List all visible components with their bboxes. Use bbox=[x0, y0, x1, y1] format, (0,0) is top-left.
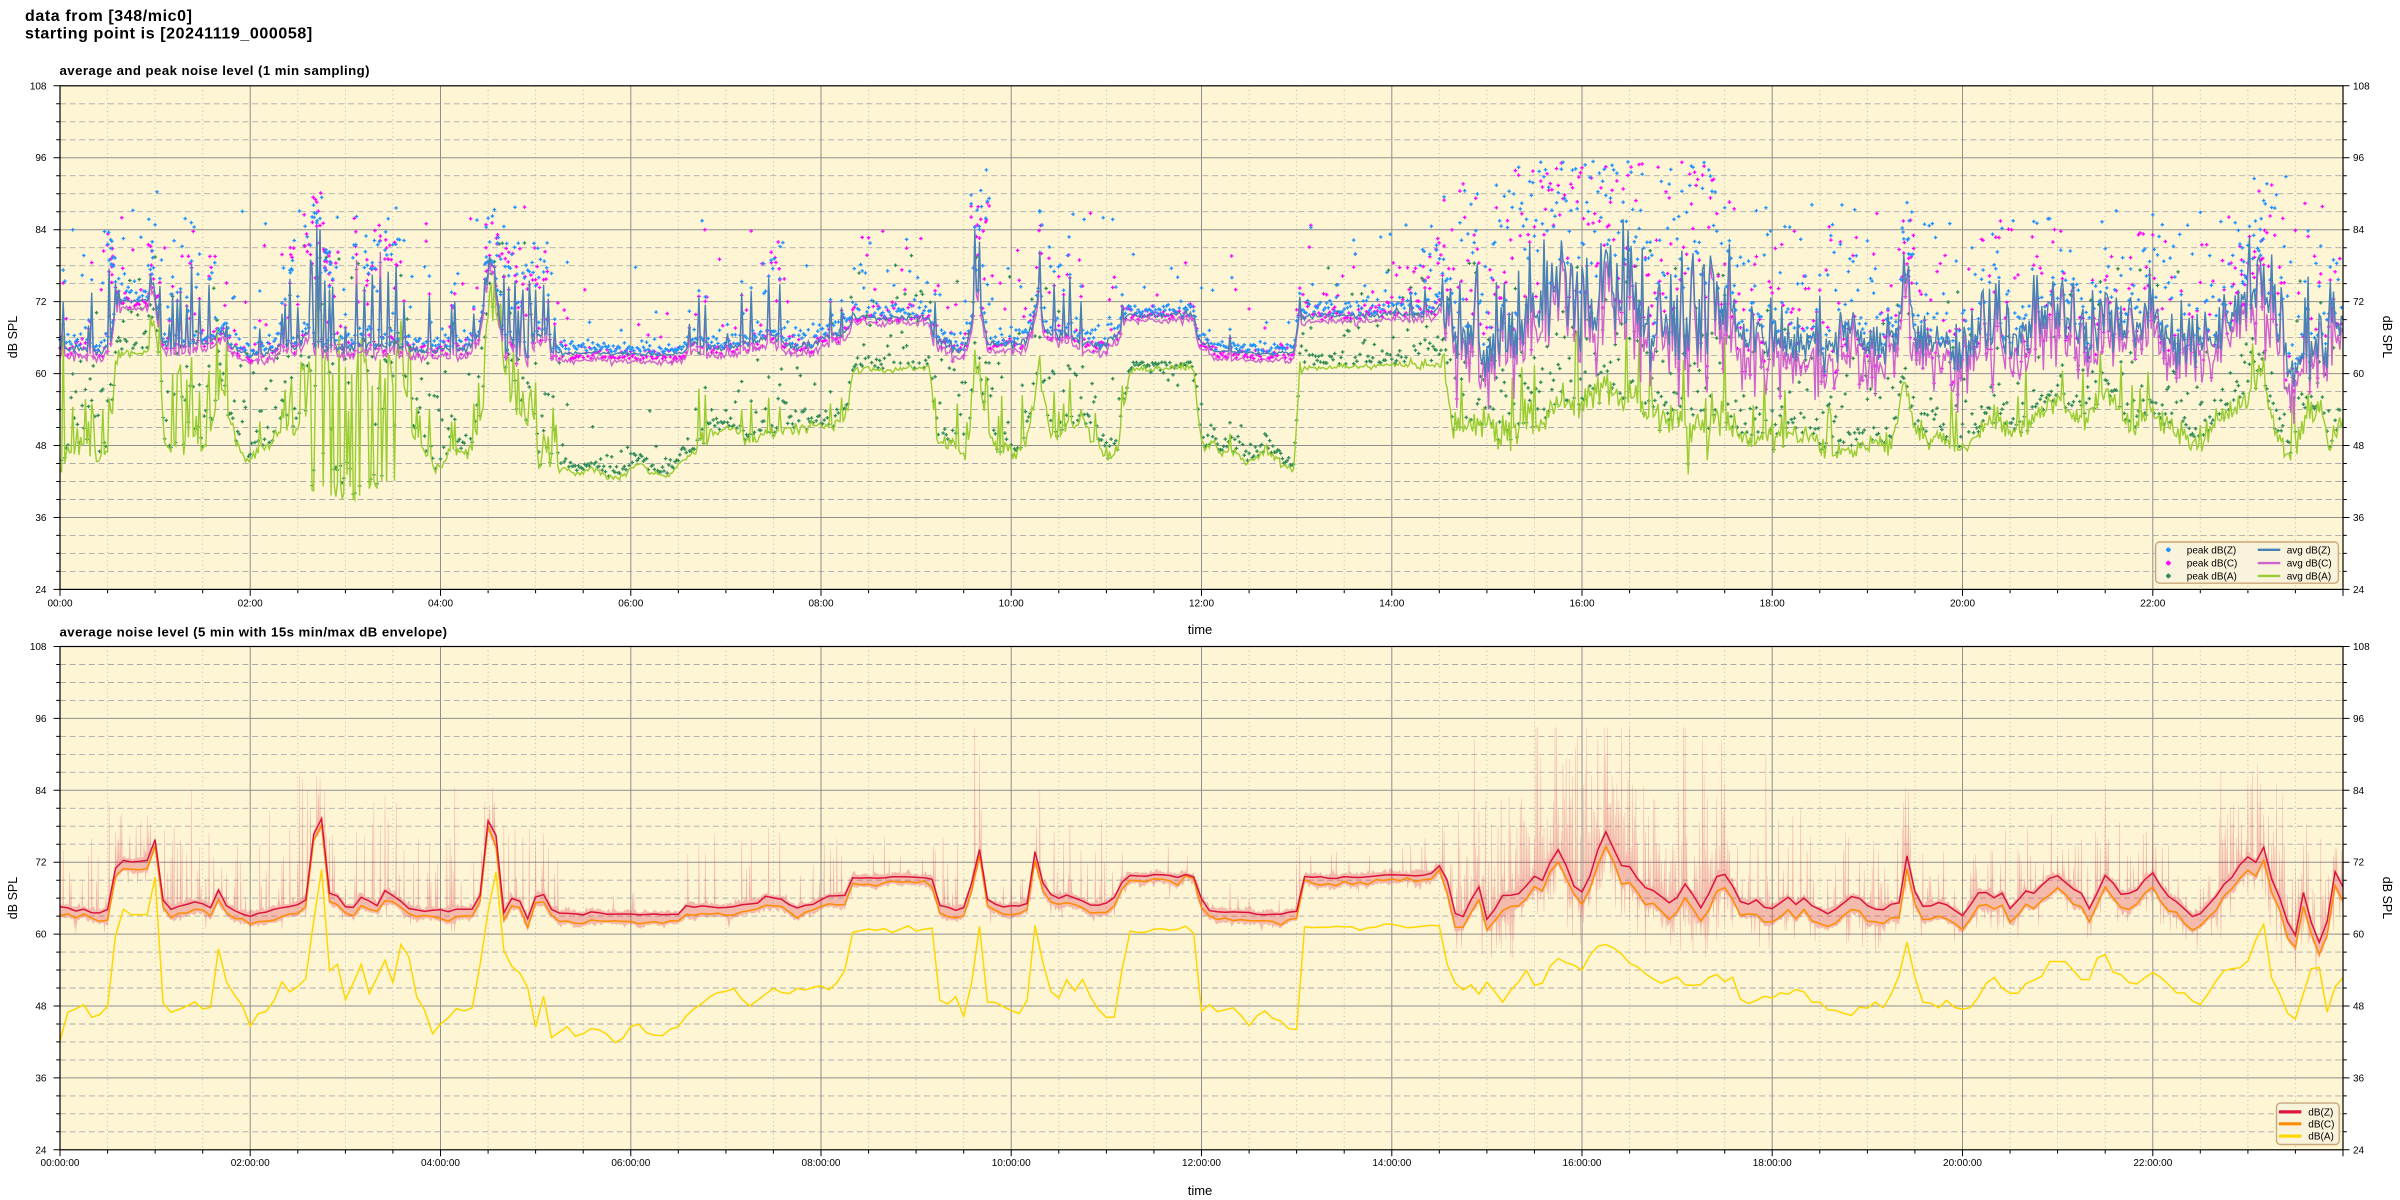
svg-text:48: 48 bbox=[35, 1002, 47, 1013]
svg-text:24: 24 bbox=[35, 1145, 47, 1156]
svg-text:36: 36 bbox=[35, 513, 47, 524]
svg-text:dB(Z): dB(Z) bbox=[2308, 1107, 2333, 1118]
svg-text:08:00:00: 08:00:00 bbox=[802, 1158, 841, 1169]
svg-text:20:00: 20:00 bbox=[1950, 599, 1975, 610]
svg-text:22:00: 22:00 bbox=[2140, 599, 2165, 610]
svg-text:06:00: 06:00 bbox=[618, 599, 643, 610]
svg-text:48: 48 bbox=[35, 441, 47, 452]
svg-text:22:00:00: 22:00:00 bbox=[2133, 1158, 2172, 1169]
svg-text:18:00:00: 18:00:00 bbox=[1753, 1158, 1792, 1169]
svg-text:18:00: 18:00 bbox=[1760, 599, 1785, 610]
svg-text:20:00:00: 20:00:00 bbox=[1943, 1158, 1982, 1169]
svg-text:96: 96 bbox=[35, 714, 47, 725]
svg-text:08:00: 08:00 bbox=[808, 599, 833, 610]
svg-text:108: 108 bbox=[2353, 642, 2370, 653]
svg-text:36: 36 bbox=[2353, 513, 2365, 524]
svg-text:16:00: 16:00 bbox=[1569, 599, 1594, 610]
svg-text:data from [348/mic0]: data from [348/mic0] bbox=[25, 8, 193, 25]
svg-text:avg dB(C): avg dB(C) bbox=[2287, 559, 2332, 570]
svg-text:06:00:00: 06:00:00 bbox=[611, 1158, 650, 1169]
svg-text:10:00: 10:00 bbox=[999, 599, 1024, 610]
svg-text:60: 60 bbox=[2353, 369, 2365, 380]
svg-text:14:00: 14:00 bbox=[1379, 599, 1404, 610]
svg-text:00:00:00: 00:00:00 bbox=[41, 1158, 80, 1169]
svg-text:04:00: 04:00 bbox=[428, 599, 453, 610]
svg-text:avg dB(A): avg dB(A) bbox=[2287, 571, 2331, 582]
svg-text:108: 108 bbox=[30, 642, 47, 653]
svg-text:24: 24 bbox=[2353, 1145, 2365, 1156]
svg-text:84: 84 bbox=[35, 225, 47, 236]
svg-text:84: 84 bbox=[2353, 786, 2365, 797]
svg-text:dB SPL: dB SPL bbox=[2380, 316, 2394, 358]
svg-text:04:00:00: 04:00:00 bbox=[421, 1158, 460, 1169]
svg-text:starting point is [20241119_00: starting point is [20241119_000058] bbox=[25, 26, 313, 43]
svg-text:avg dB(Z): avg dB(Z) bbox=[2287, 545, 2331, 556]
svg-text:14:00:00: 14:00:00 bbox=[1372, 1158, 1411, 1169]
svg-text:time: time bbox=[1188, 1183, 1213, 1198]
svg-text:72: 72 bbox=[35, 297, 47, 308]
svg-text:dB SPL: dB SPL bbox=[2380, 877, 2394, 919]
svg-text:96: 96 bbox=[35, 153, 47, 164]
svg-text:dB(C): dB(C) bbox=[2308, 1119, 2334, 1130]
svg-text:72: 72 bbox=[2353, 858, 2365, 869]
svg-text:48: 48 bbox=[2353, 441, 2365, 452]
svg-text:72: 72 bbox=[2353, 297, 2365, 308]
svg-text:12:00: 12:00 bbox=[1189, 599, 1214, 610]
svg-text:84: 84 bbox=[35, 786, 47, 797]
svg-text:72: 72 bbox=[35, 858, 47, 869]
svg-text:12:00:00: 12:00:00 bbox=[1182, 1158, 1221, 1169]
svg-text:02:00:00: 02:00:00 bbox=[231, 1158, 270, 1169]
svg-text:108: 108 bbox=[2353, 81, 2370, 92]
svg-text:24: 24 bbox=[2353, 585, 2365, 596]
svg-text:time: time bbox=[1188, 622, 1213, 637]
svg-text:average and peak noise level (: average and peak noise level (1 min samp… bbox=[60, 63, 370, 78]
svg-text:02:00: 02:00 bbox=[238, 599, 263, 610]
svg-text:16:00:00: 16:00:00 bbox=[1563, 1158, 1602, 1169]
svg-text:10:00:00: 10:00:00 bbox=[992, 1158, 1031, 1169]
svg-text:peak dB(A): peak dB(A) bbox=[2187, 571, 2237, 582]
svg-text:36: 36 bbox=[35, 1073, 47, 1084]
svg-text:84: 84 bbox=[2353, 225, 2365, 236]
svg-text:48: 48 bbox=[2353, 1002, 2365, 1013]
svg-text:60: 60 bbox=[2353, 930, 2365, 941]
svg-text:60: 60 bbox=[35, 369, 47, 380]
svg-text:00:00: 00:00 bbox=[47, 599, 72, 610]
svg-text:24: 24 bbox=[35, 585, 47, 596]
svg-text:108: 108 bbox=[30, 81, 47, 92]
svg-text:36: 36 bbox=[2353, 1073, 2365, 1084]
svg-text:96: 96 bbox=[2353, 714, 2365, 725]
svg-text:peak dB(Z): peak dB(Z) bbox=[2187, 545, 2236, 556]
svg-text:average noise level (5 min wit: average noise level (5 min with 15s min/… bbox=[60, 625, 448, 640]
svg-text:60: 60 bbox=[35, 930, 47, 941]
svg-text:96: 96 bbox=[2353, 153, 2365, 164]
svg-text:dB(A): dB(A) bbox=[2308, 1132, 2334, 1143]
svg-text:dB SPL: dB SPL bbox=[6, 316, 20, 358]
svg-text:peak dB(C): peak dB(C) bbox=[2187, 559, 2238, 570]
svg-text:dB SPL: dB SPL bbox=[6, 877, 20, 919]
